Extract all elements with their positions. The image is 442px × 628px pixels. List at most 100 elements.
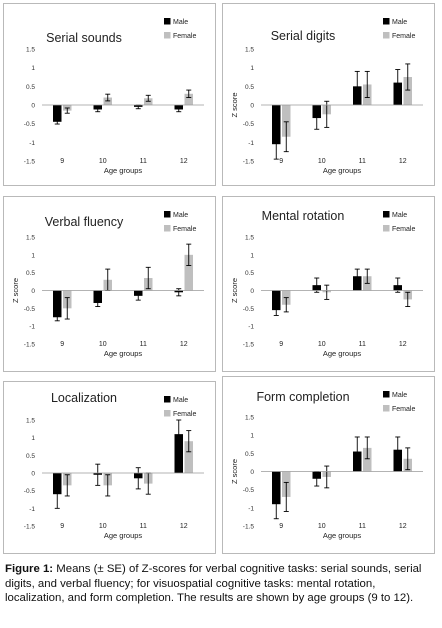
y-tick-label: 1.5 xyxy=(245,235,254,242)
bar-female xyxy=(184,254,193,291)
y-axis-label: Z score xyxy=(11,278,20,303)
x-axis-label: Age groups xyxy=(104,349,143,358)
chart-svg: Serial sounds 1.5 1 0.5 0 -0.5 -1 -1.5 9 10 11 12 Ag… xyxy=(24,18,204,175)
legend-label: Female xyxy=(173,226,196,233)
legend-label: Female xyxy=(392,406,415,413)
y-tick-label: -0.5 xyxy=(243,487,255,494)
bar-female xyxy=(403,77,412,105)
legend-swatch xyxy=(383,18,390,25)
chart-title: Mental rotation xyxy=(262,209,345,223)
y-tick-label: 1 xyxy=(31,252,35,259)
x-tick-label: 10 xyxy=(318,158,326,165)
x-tick-label: 10 xyxy=(99,523,107,530)
x-axis-label: Age groups xyxy=(323,166,362,175)
bar-female xyxy=(363,447,372,472)
x-tick-label: 11 xyxy=(140,341,147,348)
legend-swatch xyxy=(164,396,171,403)
x-tick-label: 10 xyxy=(99,341,107,348)
chart-svg: Mental rotation 1.5 1 0.5 0 -0.5 -1 -1.5 Z score… xyxy=(230,209,423,358)
y-tick-label: 1 xyxy=(250,65,254,72)
bar-male xyxy=(272,290,281,311)
legend-label: Male xyxy=(392,19,407,26)
x-axis-label: Age groups xyxy=(104,531,143,540)
y-tick-label: 1.5 xyxy=(26,47,35,54)
chart-panel-verbal-fluency: Verbal fluency 1.5 1 0.5 0 -0.5 -1 -1.5 Z score 9… xyxy=(3,196,216,372)
x-tick-label: 11 xyxy=(359,158,366,165)
y-tick-label: 1.5 xyxy=(26,235,35,242)
x-tick-label: 11 xyxy=(140,158,147,165)
legend-label: Female xyxy=(173,411,196,418)
x-tick-label: 9 xyxy=(279,158,283,165)
y-tick-label: -1 xyxy=(248,140,254,147)
x-tick-label: 12 xyxy=(399,341,407,348)
chart-svg: Localization 1.5 1 0.5 0 -0.5 -1 -1.5 9 10 11 12 Age… xyxy=(24,391,204,540)
y-tick-label: 0 xyxy=(31,103,35,110)
y-tick-label: 0 xyxy=(31,471,35,478)
y-tick-label: 0.5 xyxy=(245,84,254,91)
legend-swatch xyxy=(164,225,171,232)
legend-label: Male xyxy=(392,212,407,219)
y-tick-label: -0.5 xyxy=(243,121,255,128)
legend-label: Male xyxy=(173,212,188,219)
x-tick-label: 9 xyxy=(60,158,64,165)
bar-female xyxy=(184,441,193,473)
chart-title: Serial sounds xyxy=(46,31,122,45)
x-tick-label: 12 xyxy=(180,158,188,165)
x-tick-label: 11 xyxy=(359,523,366,530)
y-tick-label: -0.5 xyxy=(24,306,36,313)
chart-svg: Serial digits 1.5 1 0.5 0 -0.5 -1 -1.5 Z score 9 1… xyxy=(230,18,423,175)
y-tick-label: 0 xyxy=(250,103,254,110)
y-tick-label: -1.5 xyxy=(243,159,255,166)
x-axis-label: Age groups xyxy=(323,349,362,358)
chart-panel-localization: Localization 1.5 1 0.5 0 -0.5 -1 -1.5 9 10 11 12 Age… xyxy=(3,381,216,554)
x-tick-label: 10 xyxy=(318,523,326,530)
y-tick-label: 0 xyxy=(250,469,254,476)
y-tick-label: -1.5 xyxy=(24,524,36,531)
y-axis-label: Z score xyxy=(230,459,239,484)
legend-label: Female xyxy=(173,33,196,40)
y-tick-label: 1.5 xyxy=(245,415,254,422)
chart-svg: Verbal fluency 1.5 1 0.5 0 -0.5 -1 -1.5 Z score 9… xyxy=(11,211,204,358)
x-tick-label: 9 xyxy=(60,341,64,348)
x-tick-label: 12 xyxy=(399,523,407,530)
chart-panel-form-completion: Form completion 1.5 1 0.5 0 -0.5 -1 -1.5 Z score… xyxy=(222,376,435,554)
legend-swatch xyxy=(383,32,390,39)
x-tick-label: 9 xyxy=(60,523,64,530)
legend-swatch xyxy=(164,211,171,218)
legend-label: Male xyxy=(392,392,407,399)
caption-text: Means (± SE) of Z-scores for verbal cogn… xyxy=(5,563,422,604)
y-tick-label: 1.5 xyxy=(245,47,254,54)
y-tick-label: -1 xyxy=(29,324,35,331)
x-tick-label: 11 xyxy=(359,341,366,348)
y-tick-label: 1 xyxy=(31,65,35,72)
chart-panel-serial-digits: Serial digits 1.5 1 0.5 0 -0.5 -1 -1.5 Z score 9 1… xyxy=(222,3,435,186)
chart-title: Serial digits xyxy=(271,29,336,43)
x-tick-label: 10 xyxy=(99,158,107,165)
bar-male xyxy=(272,471,281,505)
x-tick-label: 9 xyxy=(279,341,283,348)
legend-label: Female xyxy=(392,226,415,233)
chart-panel-serial-sounds: Serial sounds 1.5 1 0.5 0 -0.5 -1 -1.5 9 10 11 12 Ag… xyxy=(3,3,216,186)
x-axis-label: Age groups xyxy=(323,531,362,540)
y-tick-label: 0 xyxy=(31,288,35,295)
chart-svg: Form completion 1.5 1 0.5 0 -0.5 -1 -1.5 Z score… xyxy=(230,390,423,540)
y-axis-label: Z score xyxy=(230,92,239,117)
legend-swatch xyxy=(164,18,171,25)
x-tick-label: 12 xyxy=(399,158,407,165)
bar-female xyxy=(184,93,193,105)
bar-female xyxy=(282,105,291,137)
y-tick-label: 0.5 xyxy=(26,453,35,460)
y-tick-label: 0.5 xyxy=(245,270,254,277)
x-axis-label: Age groups xyxy=(104,166,143,175)
bar-male xyxy=(53,290,62,318)
y-tick-label: 0.5 xyxy=(26,270,35,277)
bar-male xyxy=(53,105,62,122)
legend-swatch xyxy=(164,410,171,417)
bar-male xyxy=(272,105,281,145)
y-tick-label: -1.5 xyxy=(243,524,255,531)
legend-label: Male xyxy=(173,397,188,404)
legend-swatch xyxy=(383,391,390,398)
y-axis-label: Z score xyxy=(230,278,239,303)
x-tick-label: 11 xyxy=(140,523,147,530)
y-tick-label: -1 xyxy=(29,140,35,147)
